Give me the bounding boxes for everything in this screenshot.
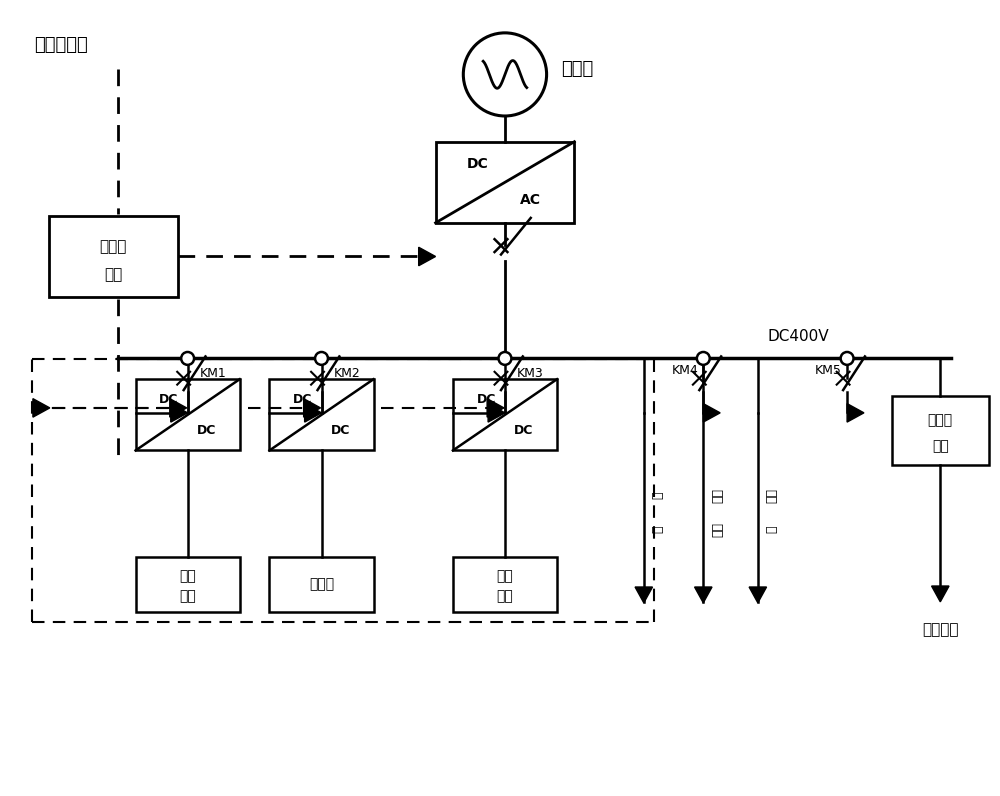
Text: KM2: KM2 [333, 367, 360, 380]
Text: KM4: KM4 [672, 364, 698, 377]
Text: 光伏: 光伏 [179, 569, 196, 583]
Bar [136, 557, 240, 612]
Polygon shape [419, 248, 436, 266]
Polygon shape [171, 404, 188, 422]
Bar [269, 557, 374, 612]
Text: 交流微电网: 交流微电网 [34, 36, 88, 54]
Text: 电用: 电用 [766, 488, 779, 503]
Text: 系统: 系统 [711, 521, 724, 537]
Circle shape [841, 352, 854, 365]
Text: DC: DC [514, 424, 533, 437]
Circle shape [181, 352, 194, 365]
Text: 发电: 发电 [179, 590, 196, 603]
Bar [453, 379, 557, 451]
Circle shape [315, 352, 328, 365]
Circle shape [499, 352, 511, 365]
Text: DC: DC [293, 392, 312, 406]
Text: DC: DC [159, 392, 179, 406]
Polygon shape [635, 587, 653, 603]
Bar [49, 216, 178, 297]
Text: AC: AC [519, 193, 540, 207]
Bar [436, 142, 574, 223]
Polygon shape [932, 586, 949, 602]
Polygon shape [304, 399, 321, 417]
Text: 负: 负 [652, 492, 665, 499]
Polygon shape [703, 404, 720, 422]
Bar [453, 557, 557, 612]
Text: 锂电池: 锂电池 [309, 578, 334, 591]
Polygon shape [305, 404, 322, 422]
Text: DC: DC [197, 424, 216, 437]
Text: KM5: KM5 [815, 364, 842, 377]
Text: 载: 载 [652, 525, 665, 533]
Polygon shape [33, 399, 50, 417]
Text: 直流充: 直流充 [928, 413, 953, 427]
Text: 协调控: 协调控 [100, 240, 127, 254]
Text: 电动汽车: 电动汽车 [922, 622, 959, 637]
Bar [269, 379, 374, 451]
Bar [136, 379, 240, 451]
Text: KM3: KM3 [517, 367, 544, 380]
Text: DC: DC [331, 424, 350, 437]
Text: 电桩: 电桩 [932, 439, 949, 453]
Circle shape [697, 352, 710, 365]
Polygon shape [749, 587, 767, 603]
Polygon shape [488, 404, 505, 422]
Text: 电容: 电容 [497, 590, 513, 603]
Text: 超级: 超级 [497, 569, 513, 583]
Polygon shape [487, 399, 504, 417]
Text: DC400V: DC400V [768, 330, 829, 344]
Text: DC: DC [477, 392, 496, 406]
Text: 储能: 储能 [711, 488, 724, 503]
Polygon shape [847, 404, 864, 422]
Text: 配电网: 配电网 [561, 60, 594, 79]
Polygon shape [695, 587, 712, 603]
Text: 户: 户 [766, 525, 779, 533]
Text: 制器: 制器 [104, 267, 122, 282]
Text: DC: DC [466, 158, 488, 171]
Bar [892, 396, 989, 466]
Text: KM1: KM1 [200, 367, 226, 380]
Polygon shape [170, 399, 187, 417]
